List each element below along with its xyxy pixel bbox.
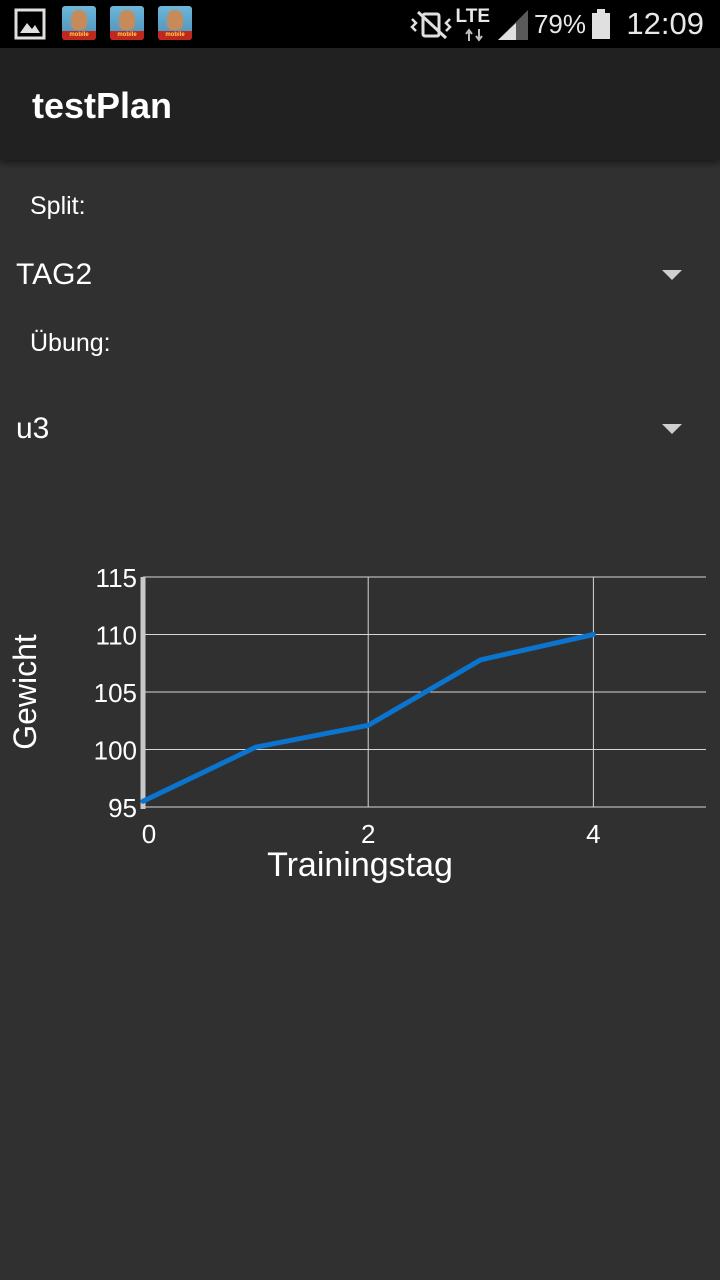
signal-strength-icon xyxy=(498,10,528,40)
gallery-notification-icon xyxy=(14,8,46,40)
status-bar: mobile mobile mobile LTE 79% 12:09 xyxy=(0,0,720,48)
split-selected-value: TAG2 xyxy=(16,258,93,291)
dropdown-arrow-icon xyxy=(662,424,682,434)
y-tick-label: 105 xyxy=(94,678,137,708)
split-label: Split: xyxy=(30,192,86,220)
app-notification-icon: mobile xyxy=(158,6,192,40)
uebung-label: Übung: xyxy=(30,329,111,357)
battery-percent: 79% xyxy=(533,9,586,39)
dropdown-arrow-icon xyxy=(662,270,682,280)
x-axis-label: Trainingstag xyxy=(267,846,453,884)
uebung-selected-value: u3 xyxy=(16,412,50,445)
y-tick-label: 95 xyxy=(108,793,137,823)
y-tick-label: 110 xyxy=(96,621,137,651)
y-axis-label: Gewicht xyxy=(7,634,43,750)
series-line xyxy=(140,632,596,804)
app-notification-icon: mobile xyxy=(110,6,144,40)
battery-icon xyxy=(592,9,610,39)
x-tick-label: 0 xyxy=(142,819,156,849)
app-notification-icon: mobile xyxy=(62,6,96,40)
y-tick-label: 100 xyxy=(94,736,137,766)
uebung-dropdown[interactable]: u3 xyxy=(0,392,720,464)
chart-ticks: 95 100 105 110 115 0 2 4 xyxy=(94,563,601,849)
chart-grid xyxy=(143,576,706,808)
x-tick-label: 2 xyxy=(361,819,375,849)
y-tick-label: 115 xyxy=(96,563,137,593)
split-dropdown[interactable]: TAG2 xyxy=(0,238,720,310)
app-bar: testPlan xyxy=(0,48,720,160)
weight-line-chart[interactable]: 95 100 105 110 115 0 2 4 Trainingstag Gewicht xyxy=(0,540,720,900)
x-tick-label: 4 xyxy=(586,819,600,849)
network-type-label: LTE xyxy=(455,6,490,27)
app-title: testPlan xyxy=(32,85,173,126)
data-arrows-icon xyxy=(465,28,483,42)
clock: 12:09 xyxy=(626,6,704,41)
vibrate-mute-icon xyxy=(410,10,452,40)
